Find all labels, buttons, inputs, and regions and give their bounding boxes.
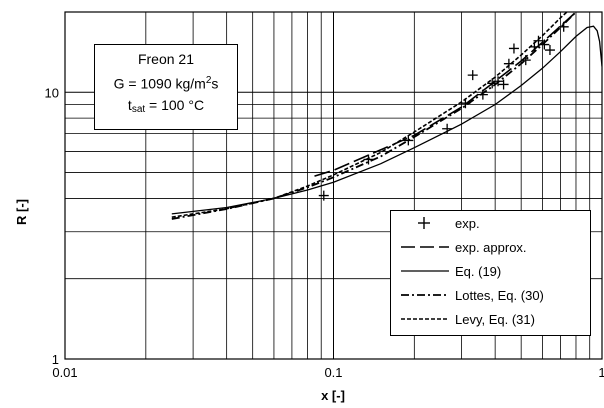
y-tick-label: 10 <box>45 85 59 100</box>
exp-data-point <box>487 78 498 89</box>
legend-item-eq19: Eq. (19) <box>391 259 590 283</box>
markers <box>318 21 569 201</box>
exp-data-point <box>520 55 531 66</box>
series-line-solid <box>171 25 602 215</box>
exp-data-point <box>498 79 509 90</box>
exp-data-point <box>544 45 555 56</box>
y-tick-label: 1 <box>52 352 59 367</box>
plot-frame <box>64 11 603 360</box>
legend-label: exp. <box>455 216 480 231</box>
x-tick-label: 0.1 <box>324 365 342 380</box>
exp-data-point <box>539 39 550 50</box>
exp-data-point <box>403 135 414 146</box>
legend: exp. exp. approx. Eq. (19) Lottes, Eq. (… <box>390 210 591 336</box>
exp-data-point <box>442 123 453 134</box>
saturation-temperature-label: tsat = 100 °C <box>127 96 205 115</box>
legend-item-exp: exp. <box>391 211 590 235</box>
exp-data-point <box>363 154 374 165</box>
legend-label: exp. approx. <box>455 240 527 255</box>
x-tick-label: 0.01 <box>52 365 77 380</box>
exp-data-point <box>508 43 519 54</box>
exp-data-point <box>503 58 514 69</box>
solid-line-icon <box>401 270 449 272</box>
exp-data-point <box>477 89 488 100</box>
fluid-label: Freon 21 <box>137 51 195 67</box>
exp-data-point <box>533 35 544 46</box>
series-line-short-dash <box>171 12 568 218</box>
condition-annotation: Freon 21 G = 1090 kg/m2s tsat = 100 °C <box>94 44 238 130</box>
tick-labels: 0.01 0.1 1 1 10 <box>45 85 604 380</box>
dash-dot-line-icon <box>401 294 449 296</box>
x-axis-title: x [-] <box>321 388 345 403</box>
long-dash-line-icon <box>401 246 449 248</box>
y-axis-title: R [-] <box>14 199 29 225</box>
exp-data-point <box>460 98 471 109</box>
exp-data-point <box>467 70 478 81</box>
legend-label: Eq. (19) <box>455 264 502 279</box>
short-dash-line-icon <box>401 318 449 320</box>
mass-flux-label: G = 1090 kg/m2s <box>113 75 219 92</box>
legend-label: Levy, Eq. (31) <box>455 312 535 327</box>
exp-data-point <box>529 41 540 52</box>
legend-item-lottes: Lottes, Eq. (30) <box>391 283 590 307</box>
legend-item-levy: Levy, Eq. (31) <box>391 307 590 331</box>
exp-data-point <box>318 190 329 201</box>
plus-marker-icon <box>418 217 430 229</box>
series-line-long-dash <box>314 12 577 177</box>
legend-item-exp-approx: exp. approx. <box>391 235 590 259</box>
x-tick-label: 1 <box>598 365 604 380</box>
exp-data-point <box>558 21 569 32</box>
legend-label: Lottes, Eq. (30) <box>455 288 544 303</box>
exp-data-point <box>493 76 504 87</box>
